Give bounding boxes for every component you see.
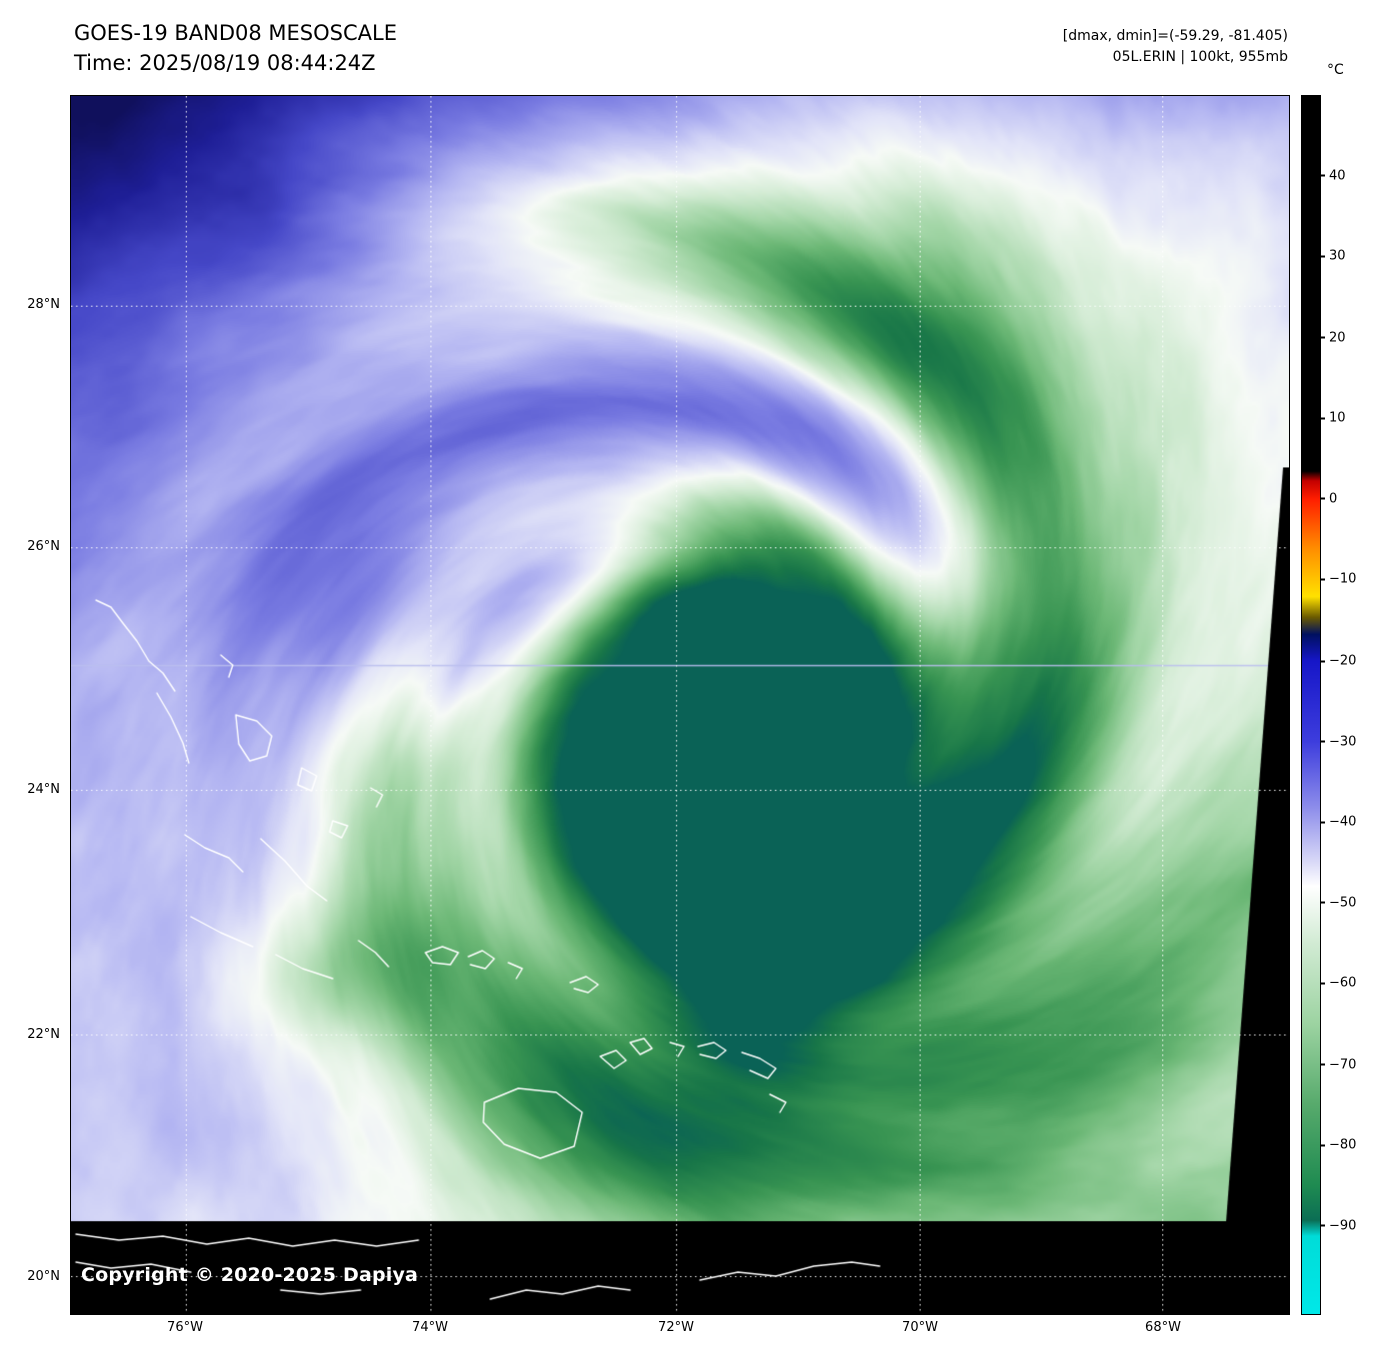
colorbar-tickmark <box>1321 1063 1325 1066</box>
storm-info: 05L.ERIN | 100kt, 955mb <box>1112 49 1288 65</box>
colorbar-tickmark <box>1321 660 1325 663</box>
colorbar-tickmark <box>1321 1224 1325 1227</box>
colorbar-tickmark <box>1321 982 1325 985</box>
product-title: GOES-19 BAND08 MESOSCALE <box>74 21 397 45</box>
colorbar-tick: 40 <box>1321 168 1346 183</box>
latitude-axis: 28°N 26°N 24°N 22°N 20°N <box>0 95 64 1315</box>
colorbar-tick-label: −50 <box>1329 895 1357 911</box>
colorbar-tick: −80 <box>1321 1138 1356 1153</box>
colorbar-tick: 20 <box>1321 330 1346 345</box>
colorbar-tick: 10 <box>1321 411 1346 426</box>
lon-tick-label: 68°W <box>1145 1320 1181 1335</box>
colorbar-tick: −70 <box>1321 1057 1356 1072</box>
colorbar-tickmark <box>1321 417 1325 420</box>
colorbar-tick-label: −60 <box>1329 975 1357 991</box>
colorbar-tick-label: −90 <box>1329 1218 1357 1234</box>
colorbar-tick: −50 <box>1321 895 1356 910</box>
colorbar-tick-label: −10 <box>1329 571 1357 587</box>
colorbar-tick-label: −80 <box>1329 1137 1357 1153</box>
colorbar-tickmark <box>1321 578 1325 581</box>
temperature-colorbar <box>1301 95 1321 1315</box>
colorbar-tick: −20 <box>1321 654 1356 669</box>
colorbar-tick: 30 <box>1321 249 1346 264</box>
colorbar-tick-label: 10 <box>1329 410 1346 426</box>
colorbar-tickmark <box>1321 1144 1325 1147</box>
colorbar-tick: −40 <box>1321 815 1356 830</box>
colorbar-tick-labels: 40 30 20 10 0 −10 −20 −30 −40 −50 −60 −70 −80 −90 <box>1321 95 1385 1315</box>
colorbar-tick-label: 20 <box>1329 330 1346 346</box>
colorbar-tickmark <box>1321 497 1325 500</box>
colorbar-tickmark <box>1321 174 1325 177</box>
colorbar-tickmark <box>1321 740 1325 743</box>
colorbar-tickmark <box>1321 821 1325 824</box>
lat-tick-label: 20°N <box>27 1269 60 1284</box>
lon-tick-label: 76°W <box>167 1320 203 1335</box>
title-block: GOES-19 BAND08 MESOSCALE Time: 2025/08/1… <box>74 18 397 78</box>
lon-tick-label: 70°W <box>902 1320 938 1335</box>
info-block: [dmax, dmin]=(-59.29, -81.405) 05L.ERIN … <box>1063 26 1288 68</box>
colorbar-tick-label: −70 <box>1329 1057 1357 1073</box>
colorbar-tick-label: −30 <box>1329 734 1357 750</box>
colorbar-unit-label: °C <box>1327 62 1344 78</box>
colorbar-tickmark <box>1321 255 1325 258</box>
colorbar-tick-label: 40 <box>1329 168 1346 184</box>
colorbar-tick: −30 <box>1321 734 1356 749</box>
colorbar-tick-label: 30 <box>1329 248 1346 264</box>
lat-tick-label: 22°N <box>27 1027 60 1042</box>
colorbar-tick-label: 0 <box>1329 491 1338 507</box>
lon-tick-label: 74°W <box>412 1320 448 1335</box>
map-overlay-canvas <box>71 96 1289 1314</box>
colorbar-tick-label: −40 <box>1329 814 1357 830</box>
lat-tick-label: 28°N <box>27 297 60 312</box>
colorbar-tick: 0 <box>1321 491 1337 506</box>
product-time: Time: 2025/08/19 08:44:24Z <box>74 51 376 75</box>
colorbar-tick: −60 <box>1321 976 1356 991</box>
longitude-axis: 76°W 74°W 72°W 70°W 68°W <box>70 1320 1290 1340</box>
copyright-watermark: Copyright © 2020-2025 Dapiya <box>81 1264 419 1286</box>
dmax-dmin-readout: [dmax, dmin]=(-59.29, -81.405) <box>1062 28 1288 44</box>
satellite-map: Copyright © 2020-2025 Dapiya <box>70 95 1290 1315</box>
colorbar-tick: −10 <box>1321 572 1356 587</box>
lat-tick-label: 26°N <box>27 539 60 554</box>
lat-tick-label: 24°N <box>27 782 60 797</box>
colorbar-tick-label: −20 <box>1329 653 1357 669</box>
colorbar-tick: −90 <box>1321 1218 1356 1233</box>
colorbar-tickmark <box>1321 901 1325 904</box>
colorbar-tickmark <box>1321 336 1325 339</box>
lon-tick-label: 72°W <box>658 1320 694 1335</box>
